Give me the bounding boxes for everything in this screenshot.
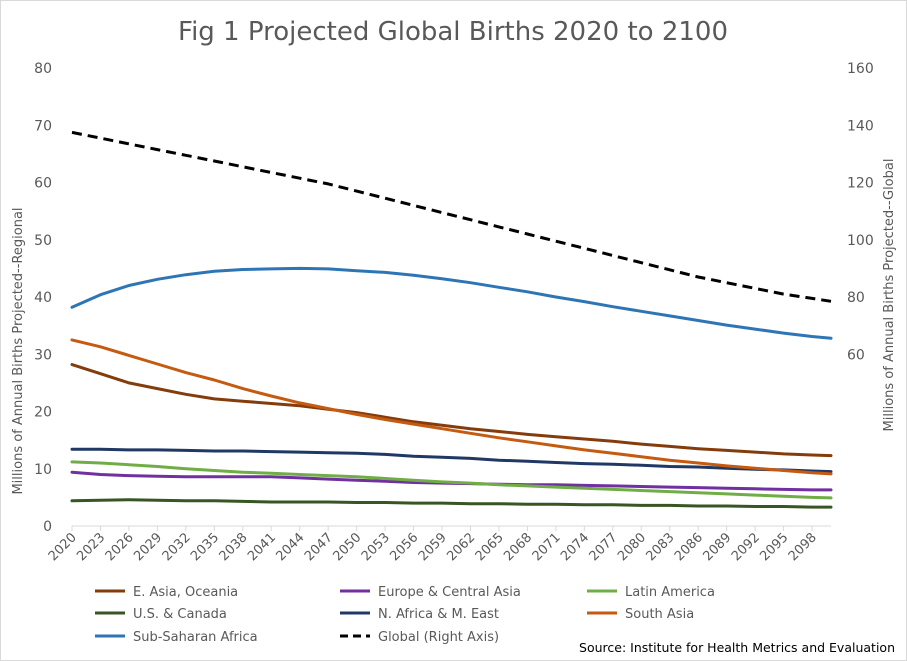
right-tick-label: 120	[847, 176, 874, 192]
x-tick-label: 2095	[757, 530, 791, 564]
series-lines	[70, 130, 833, 509]
left-tick-label: 70	[34, 118, 52, 134]
x-tick-label: 2044	[274, 530, 308, 564]
x-tick-label: 2086	[672, 530, 706, 564]
x-axis-ticks: 2020202320262029203220352038204120442047…	[46, 526, 820, 564]
series-line-u-s-canada	[70, 498, 833, 509]
left-tick-label: 80	[34, 61, 52, 77]
right-tick-label: 100	[847, 233, 874, 249]
series-line-e-asia-oceania	[70, 363, 833, 458]
right-axis-label: Millions of Annual Births Projected--Glo…	[882, 159, 897, 432]
left-tick-label: 20	[34, 405, 52, 421]
right-axis-ticks: 60 80 100 120 140 160	[847, 61, 874, 363]
left-tick-label: 60	[34, 176, 52, 192]
right-tick-label: 160	[847, 61, 874, 77]
legend-label: Sub-Saharan Africa	[133, 630, 258, 645]
left-axis-label: Millions of Annual Births Projected--Reg…	[11, 207, 26, 494]
legend-label: Global (Right Axis)	[378, 630, 499, 645]
series-line-global-right-axis	[71, 130, 832, 303]
x-tick-label: 2026	[103, 530, 137, 564]
legend-label: E. Asia, Oceania	[133, 585, 238, 600]
right-tick-label: 80	[847, 290, 865, 306]
x-tick-label: 2032	[160, 530, 194, 564]
legend-label: Europe & Central Asia	[378, 585, 521, 600]
x-tick-label: 2062	[444, 530, 478, 564]
legend-label: U.S. & Canada	[133, 607, 227, 622]
left-tick-label: 10	[34, 462, 52, 478]
x-tick-label: 2098	[786, 530, 820, 564]
source-note: Source: Institute for Health Metrics and…	[579, 640, 895, 655]
x-tick-label: 2041	[245, 530, 279, 564]
x-tick-label: 2050	[330, 530, 364, 564]
x-tick-label: 2053	[359, 530, 393, 564]
chart-title: Fig 1 Projected Global Births 2020 to 21…	[178, 17, 728, 47]
left-tick-label: 0	[43, 519, 52, 535]
legend: E. Asia, Oceania Europe & Central Asia Lat…	[95, 585, 715, 645]
x-tick-label: 2047	[302, 530, 336, 564]
x-tick-label: 2059	[416, 530, 450, 564]
legend-label: Latin America	[625, 585, 715, 600]
x-tick-label: 2071	[530, 530, 564, 564]
x-tick-label: 2023	[74, 530, 108, 564]
x-tick-label: 2035	[188, 530, 222, 564]
legend-label: N. Africa & M. East	[378, 607, 499, 622]
left-tick-label: 30	[34, 347, 52, 363]
left-tick-label: 40	[34, 290, 52, 306]
left-tick-label: 50	[34, 233, 52, 249]
legend-label: South Asia	[625, 607, 694, 622]
series-line-sub-saharan-africa	[70, 266, 833, 340]
series-line-south-asia	[70, 338, 833, 476]
x-tick-label: 2083	[644, 530, 678, 564]
left-axis-ticks: 0 10 20 30 40 50 60 70 80	[34, 61, 52, 535]
x-tick-label: 2077	[587, 530, 621, 564]
series-line-n-africa-m-east	[70, 447, 833, 474]
x-tick-label: 2068	[501, 530, 535, 564]
x-tick-label: 2065	[473, 530, 507, 564]
x-tick-label: 2029	[131, 530, 165, 564]
x-tick-label: 2089	[700, 530, 734, 564]
right-tick-label: 140	[847, 118, 874, 134]
x-tick-label: 2020	[46, 530, 80, 564]
x-tick-label: 2056	[387, 530, 421, 564]
x-tick-label: 2092	[729, 530, 763, 564]
x-tick-label: 2074	[558, 530, 592, 564]
x-tick-label: 2080	[615, 530, 649, 564]
right-tick-label: 60	[847, 347, 865, 363]
x-tick-label: 2038	[217, 530, 251, 564]
series-line-latin-america	[70, 460, 833, 500]
